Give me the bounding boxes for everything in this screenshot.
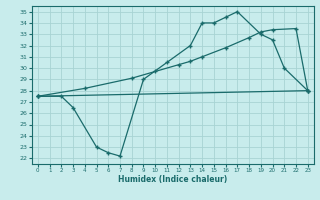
X-axis label: Humidex (Indice chaleur): Humidex (Indice chaleur) <box>118 175 228 184</box>
